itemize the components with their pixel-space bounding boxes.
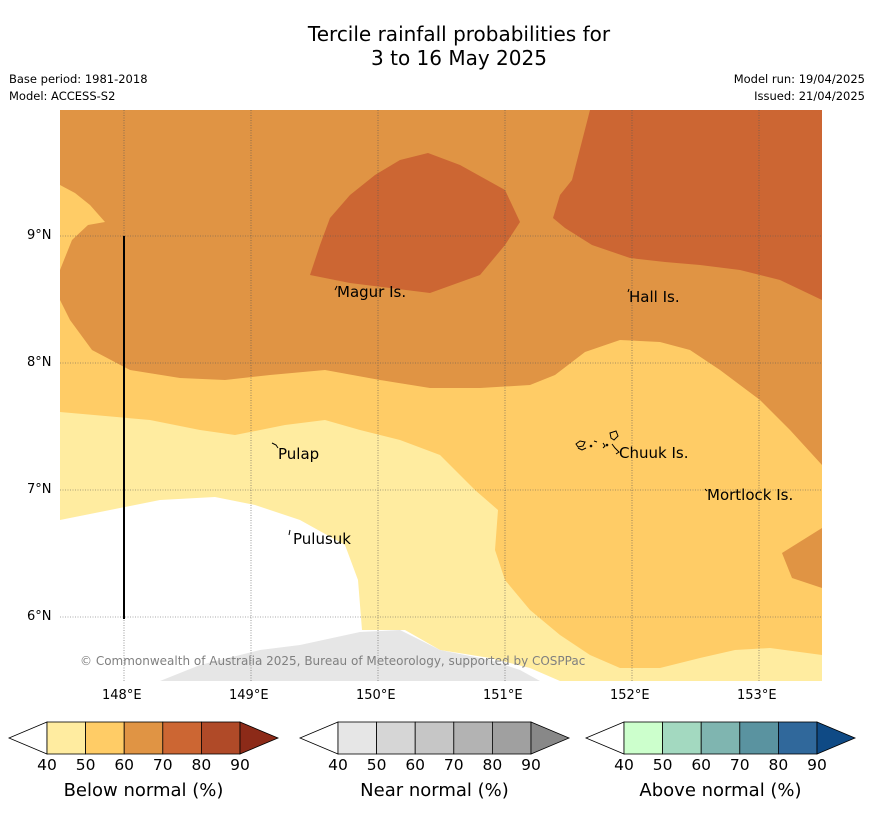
- copyright-notice: © Commonwealth of Australia 2025, Bureau…: [80, 654, 586, 668]
- colorbar-above-tick: 70: [729, 756, 750, 774]
- colorbar-above-caption: Above normal (%): [639, 780, 802, 801]
- colorbar-below-tick: 90: [230, 756, 250, 774]
- region-below-80: [553, 110, 822, 300]
- lat-tick-6: 6°N: [27, 609, 52, 624]
- colorbar-below-segment: [123, 721, 164, 755]
- region-no-dominant: [60, 497, 560, 681]
- colorbar-above-low-arrow: [584, 721, 625, 755]
- island-hall: [627, 288, 630, 293]
- colorbar-below-tick: 50: [75, 756, 96, 774]
- map-title: Tercile rainfall probabilities for 3 to …: [0, 22, 873, 70]
- colorbar-above-tick: 80: [768, 756, 789, 774]
- colorbar-near-segment: [491, 721, 532, 755]
- colorbar-below-tick: 40: [37, 756, 57, 774]
- colorbar-below-high-arrow: [239, 721, 280, 755]
- meta-right: Model run: 19/04/2025 Issued: 21/04/2025: [734, 71, 865, 105]
- title-line-1: Tercile rainfall probabilities for: [307, 22, 611, 46]
- colorbar-above-segment: [700, 721, 741, 755]
- colorbar-below-caption: Below normal (%): [63, 780, 224, 801]
- place-label-pulusuk: Pulusuk: [293, 530, 351, 548]
- issued-date: Issued: 21/04/2025: [754, 89, 865, 103]
- colorbar-above-segment: [662, 721, 702, 755]
- island-mortlock: [704, 488, 708, 492]
- lon-tick-152: 152°E: [610, 688, 650, 703]
- lon-tick-151: 151°E: [483, 688, 523, 703]
- island-magur: [334, 285, 338, 291]
- region-below-70: [782, 528, 822, 588]
- probability-regions: [60, 110, 822, 681]
- colorbar-near-tick: 90: [521, 756, 541, 774]
- colorbar-near-segment: [414, 721, 455, 755]
- title-line-2: 3 to 16 May 2025: [371, 46, 547, 70]
- region-near-normal: [160, 630, 540, 681]
- colorbar-below-segment: [46, 721, 86, 755]
- colorbar-near-tick: 60: [405, 756, 426, 774]
- colorbar-group: [7, 721, 857, 755]
- colorbar-near-low-arrow: [298, 721, 339, 755]
- colorbar-near-caption: Near normal (%): [360, 780, 509, 801]
- place-label-magur: Magur Is.: [337, 283, 407, 301]
- colorbar-below-segment: [85, 721, 125, 755]
- place-label-mortlock: Mortlock Is.: [707, 486, 794, 504]
- colorbar-above-segment: [778, 721, 818, 755]
- meta-left: Base period: 1981-2018 Model: ACCESS-S2: [9, 71, 148, 105]
- model-name: Model: ACCESS-S2: [9, 89, 116, 103]
- colorbar-below-tick: 60: [114, 756, 135, 774]
- lat-tick-9: 9°N: [27, 228, 52, 243]
- lon-tick-149: 149°E: [229, 688, 269, 703]
- colorbar-near-segment: [453, 721, 493, 755]
- colorbar-near-high-arrow: [530, 721, 571, 755]
- place-label-chuuk: Chuuk Is.: [619, 444, 689, 462]
- colorbar-near-tick: 50: [366, 756, 387, 774]
- colorbar-near-segment: [337, 721, 377, 755]
- colorbar-below-segment: [200, 721, 241, 755]
- colorbar-above-segment: [739, 721, 779, 755]
- colorbar-above-tick: 40: [614, 756, 634, 774]
- colorbar-above-tick: 50: [652, 756, 673, 774]
- colorbar-above-segment: [623, 721, 663, 755]
- colorbar-near-segment: [376, 721, 416, 755]
- colorbar-below-tick: 80: [191, 756, 212, 774]
- colorbar-below-tick: 70: [152, 756, 173, 774]
- colorbar-near-tick: 70: [443, 756, 464, 774]
- lat-tick-7: 7°N: [27, 482, 52, 497]
- lon-tick-148: 148°E: [102, 688, 142, 703]
- colorbar-above-high-arrow: [816, 721, 857, 755]
- base-period: Base period: 1981-2018: [9, 72, 148, 86]
- colorbar-below-segment: [162, 721, 202, 755]
- island-pulap: [271, 442, 279, 449]
- island-pulusuk: [288, 529, 291, 536]
- island-outlines: [271, 285, 708, 536]
- colorbar-near-tick: 80: [482, 756, 503, 774]
- lat-tick-8: 8°N: [27, 355, 52, 370]
- lon-tick-150: 150°E: [356, 688, 396, 703]
- lon-tick-153: 153°E: [737, 688, 777, 703]
- region-below-80: [310, 153, 520, 293]
- colorbar-above-tick: 60: [691, 756, 712, 774]
- colorbar-above-tick: 90: [807, 756, 827, 774]
- graticule: [60, 110, 822, 681]
- colorbar-below-low-arrow: [7, 721, 48, 755]
- colorbar-near-tick: 40: [328, 756, 348, 774]
- place-label-hall: Hall Is.: [629, 288, 680, 306]
- place-label-pulap: Pulap: [278, 445, 320, 463]
- island-chuuk: [575, 430, 620, 455]
- model-run: Model run: 19/04/2025: [733, 72, 865, 86]
